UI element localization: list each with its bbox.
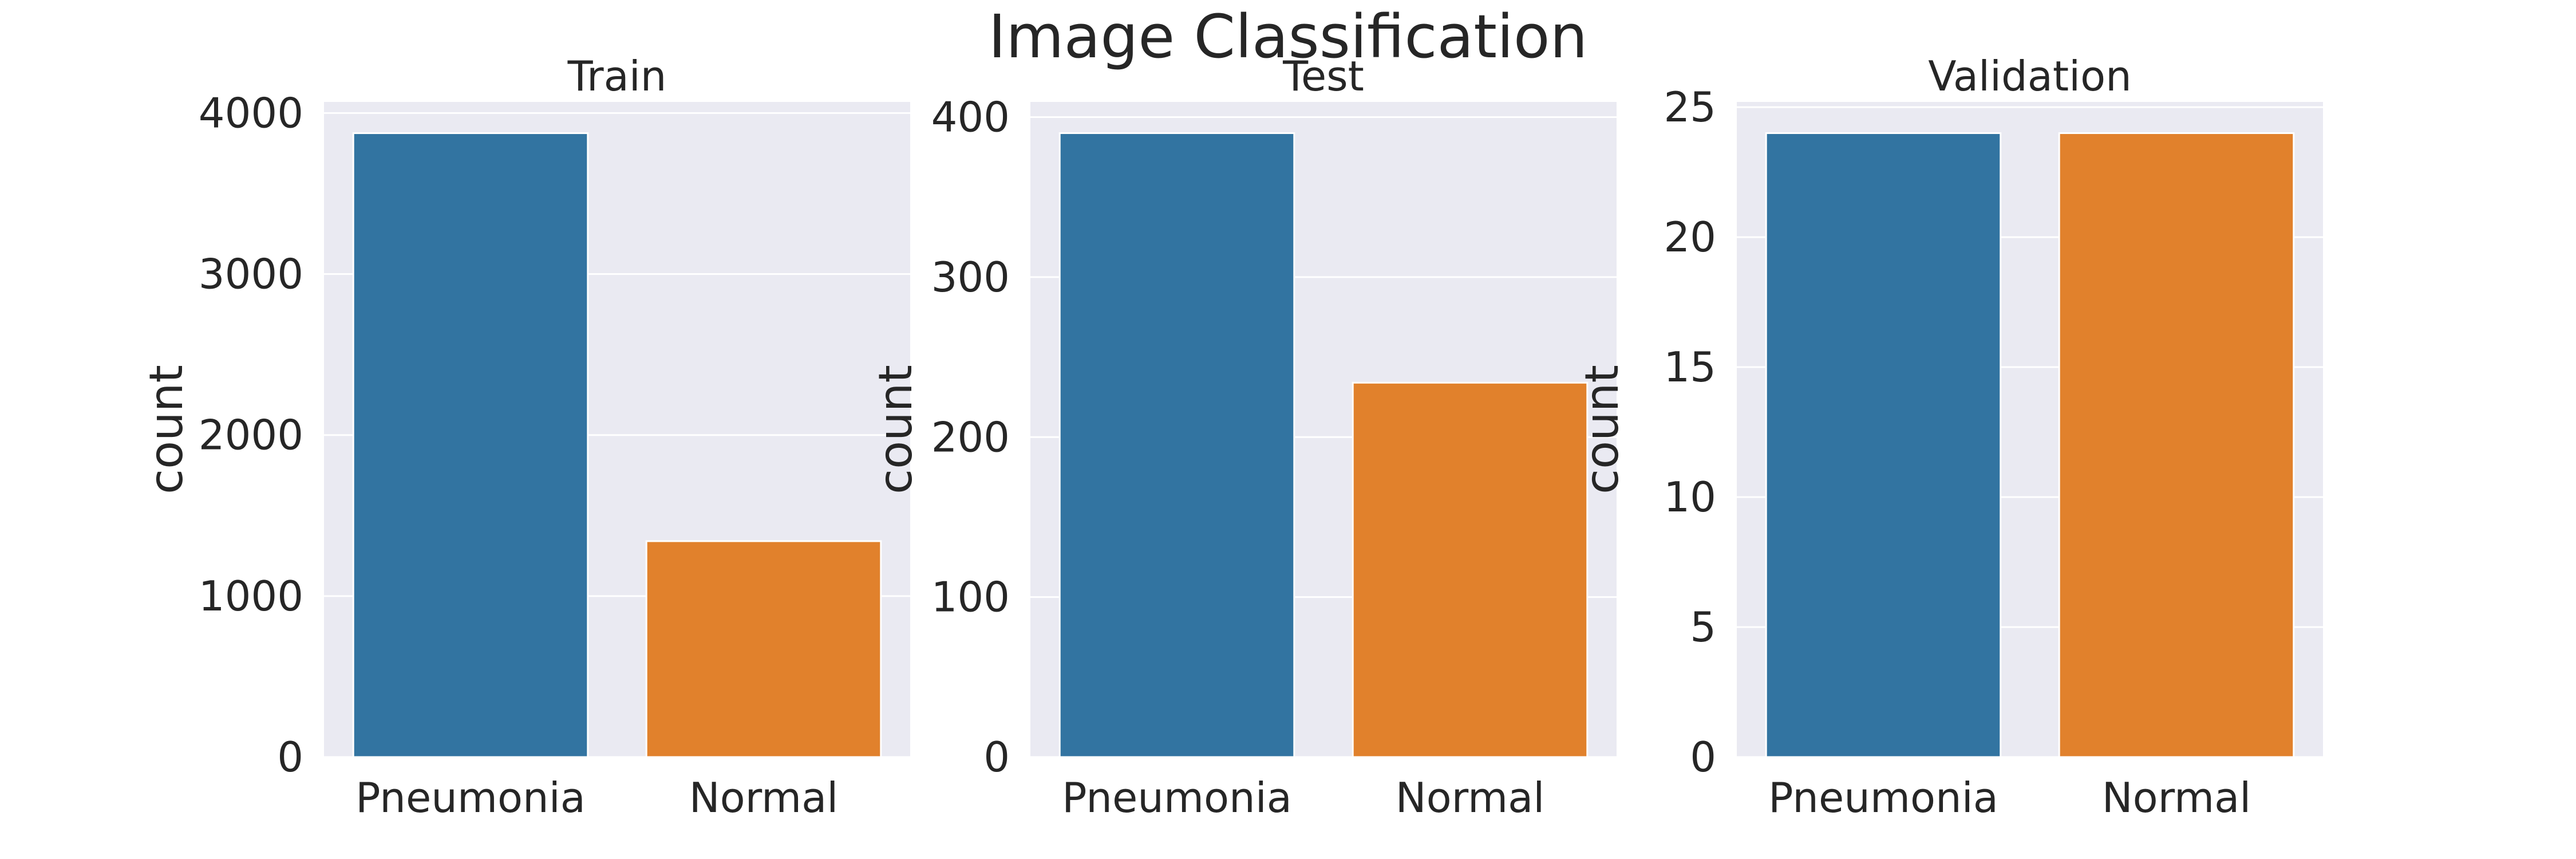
y-tick-label: 2000 [199, 411, 303, 459]
y-tick-label: 200 [931, 413, 1010, 461]
y-tick-label: 0 [1690, 733, 1716, 781]
y-tick-label: 300 [931, 253, 1010, 301]
y-tick-label: 0 [983, 733, 1010, 781]
y-tick-label: 100 [931, 573, 1010, 621]
x-tick-label: Normal [689, 774, 839, 822]
bar-pneumonia [1058, 132, 1295, 758]
y-tick-label: 20 [1664, 213, 1716, 261]
y-tick-label: 4000 [199, 89, 303, 137]
bar-pneumonia [352, 132, 589, 758]
axes-title: Train [567, 52, 667, 100]
axes-train: 0 1000 2000 3000 4000 Pneumonia Normal Train cou… [140, 52, 910, 822]
y-tick-label: 1000 [199, 572, 303, 620]
y-tick-label: 10 [1664, 473, 1716, 521]
y-axis-label: count [1575, 365, 1629, 494]
x-tick-label: Pneumonia [355, 774, 586, 822]
y-tick-label: 0 [277, 733, 303, 781]
y-tick-label: 5 [1690, 603, 1716, 651]
x-tick-label: Normal [2102, 774, 2251, 822]
bar-pneumonia [1765, 132, 2002, 758]
axes-test: 0 100 200 300 400 Pneumonia Normal Test count [869, 52, 1617, 822]
x-tick-label: Pneumonia [1768, 774, 1998, 822]
y-tick-label: 25 [1664, 83, 1716, 131]
y-tick-label: 400 [931, 93, 1010, 141]
y-axis-label: count [140, 365, 193, 494]
bar-normal [1352, 381, 1589, 758]
bar-normal [645, 540, 882, 758]
figure-title: Image Classification [989, 2, 1588, 72]
axes-title: Test [1282, 52, 1364, 100]
axes-title: Validation [1928, 52, 2132, 100]
axes-validation: 0 5 10 15 20 25 Pneumonia Normal Validation count [1575, 52, 2323, 822]
x-tick-label: Pneumonia [1062, 774, 1292, 822]
y-axis-label: count [869, 365, 922, 494]
y-tick-label: 3000 [199, 250, 303, 298]
bar-normal [2058, 132, 2295, 758]
y-tick-label: 15 [1664, 343, 1716, 391]
x-tick-label: Normal [1396, 774, 1545, 822]
